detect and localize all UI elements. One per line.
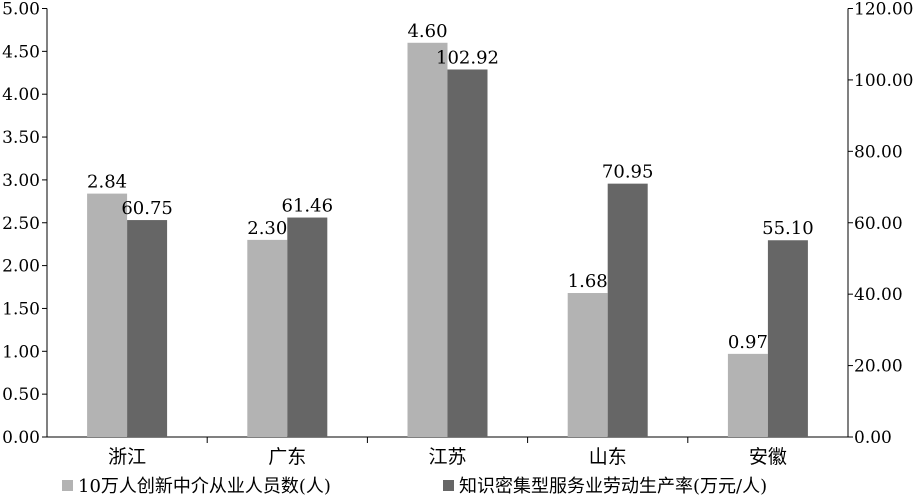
right-tick-label: 120.00	[854, 0, 913, 20]
legend-swatch-series-2	[443, 480, 454, 491]
data-label-series-2: 102.92	[436, 47, 499, 68]
axes: 0.00 0.50 1.00 1.50 2.00 2.50 3.00 3.50 4.00 4.50…	[2, 0, 913, 468]
left-tick-label: 1.50	[2, 299, 40, 319]
right-tick-label: 20.00	[854, 357, 903, 377]
data-label-series-1: 0.97	[728, 332, 768, 353]
bar-series-1	[87, 193, 128, 437]
legend: 10万人创新中介从业人员数(人) 知识密集型服务业劳动生产率(万元/人)	[62, 476, 767, 497]
legend-label-series-2: 知识密集型服务业劳动生产率(万元/人)	[459, 476, 767, 497]
data-labels: 2.84 2.30 4.60 1.68 0.97 60.75 61.46 102.92 70.9…	[87, 21, 814, 353]
bar-series-2	[127, 220, 168, 437]
category-label: 广东	[268, 446, 306, 468]
right-tick-label: 40.00	[854, 285, 903, 305]
data-label-series-2: 70.95	[602, 162, 654, 183]
data-label-series-2: 61.46	[282, 196, 334, 217]
category-label: 浙江	[108, 446, 146, 468]
left-tick-label: 5.00	[2, 0, 40, 20]
left-tick-label: 0.50	[2, 385, 40, 405]
bar-series-2	[447, 69, 488, 437]
category-label: 安徽	[749, 446, 787, 468]
data-label-series-1: 2.30	[247, 218, 287, 239]
data-label-series-1: 4.60	[407, 21, 447, 42]
bar-series-1	[247, 239, 288, 437]
bar-series-2	[607, 183, 648, 437]
right-tick-label: 80.00	[854, 142, 903, 162]
right-tick-label: 0.00	[854, 428, 892, 448]
data-label-series-2: 60.75	[121, 198, 173, 219]
bars	[87, 42, 808, 437]
bar-series-1	[567, 293, 608, 437]
bar-series-1	[727, 353, 768, 437]
left-tick-label: 4.50	[2, 42, 40, 62]
left-tick-label: 3.50	[2, 128, 40, 148]
left-tick-label: 0.00	[2, 428, 40, 448]
data-label-series-1: 1.68	[568, 271, 608, 292]
left-tick-label: 4.00	[2, 85, 40, 105]
bar-series-1	[407, 42, 448, 437]
bar-series-2	[287, 217, 328, 437]
legend-label-series-1: 10万人创新中介从业人员数(人)	[78, 476, 331, 497]
bar-series-2	[767, 240, 808, 437]
data-label-series-2: 55.10	[762, 218, 814, 239]
category-label: 江苏	[428, 446, 466, 468]
category-label: 山东	[589, 446, 627, 468]
legend-swatch-series-1	[62, 480, 73, 491]
left-tick-label: 2.00	[2, 257, 40, 277]
data-label-series-1: 2.84	[87, 172, 127, 193]
left-tick-label: 3.00	[2, 171, 40, 191]
left-tick-label: 2.50	[2, 214, 40, 234]
right-tick-label: 100.00	[854, 71, 913, 91]
right-tick-label: 60.00	[854, 214, 903, 234]
left-tick-label: 1.00	[2, 342, 40, 362]
